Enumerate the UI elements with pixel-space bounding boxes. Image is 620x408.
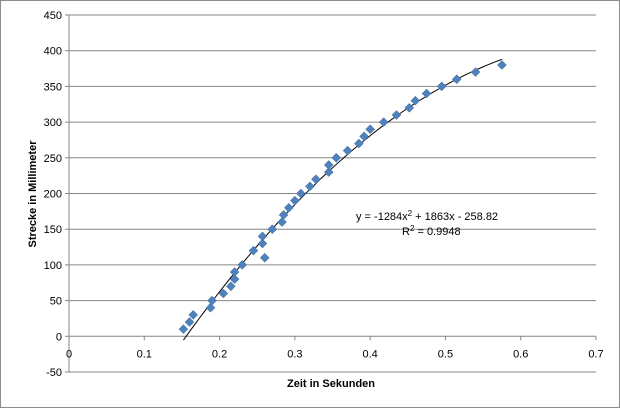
- trendline-equation: y = -1284x2 + 1863x - 258.82: [356, 209, 498, 223]
- gridlines: [69, 14, 596, 373]
- data-point: [323, 160, 334, 170]
- data-point: [305, 181, 315, 192]
- data-point: [278, 210, 289, 220]
- equation-prefix: y = -1284x: [356, 211, 408, 223]
- x-tick-label: 0.6: [513, 348, 528, 360]
- data-point: [359, 131, 369, 142]
- data-point: [391, 110, 402, 120]
- data-point: [237, 260, 248, 270]
- data-point: [404, 102, 415, 113]
- y-tick-label: 450: [44, 10, 62, 22]
- data-point: [267, 224, 278, 235]
- x-tick-label: 0.3: [287, 348, 302, 360]
- x-axis-title: Zeit in Sekunden: [287, 378, 375, 390]
- y-tick-label: 150: [44, 224, 62, 236]
- y-tick-label: 50: [50, 296, 62, 308]
- data-point: [470, 67, 481, 77]
- x-tick-label: 0.2: [212, 348, 227, 360]
- equation-exponent: 2: [408, 209, 413, 218]
- data-point: [259, 252, 270, 263]
- data-point: [205, 302, 216, 313]
- data-point: [311, 174, 321, 185]
- tick-labels: 450 400 350 300 250 200 150 100 50 0 -50 0 0.1 0.2 0.3…: [44, 10, 604, 379]
- data-point: [277, 217, 287, 227]
- data-point: [378, 117, 389, 127]
- x-tick-label: 0.7: [588, 348, 603, 360]
- data-point: [229, 267, 240, 277]
- data-point: [248, 245, 259, 256]
- r2-prefix: R: [402, 226, 410, 238]
- equation-rest: + 1863x - 258.82: [412, 211, 498, 223]
- y-tick-label: 0: [56, 331, 62, 343]
- data-point: [296, 188, 306, 199]
- data-point: [226, 281, 236, 292]
- data-point: [184, 317, 195, 327]
- data-point: [451, 74, 462, 85]
- x-tick-label: 0.5: [438, 348, 453, 360]
- data-point: [323, 167, 334, 177]
- data-point: [257, 238, 268, 249]
- data-point: [342, 145, 353, 156]
- r2-rest: = 0.9948: [414, 226, 460, 238]
- data-point: [421, 88, 432, 99]
- data-point: [497, 60, 507, 70]
- trendline: [183, 58, 503, 341]
- y-tick-label: 400: [44, 46, 62, 58]
- data-point: [436, 81, 447, 92]
- data-point: [207, 295, 217, 306]
- r2-exponent: 2: [410, 224, 415, 233]
- y-tick-label: 200: [44, 189, 62, 201]
- data-point: [188, 310, 199, 320]
- data-points: [178, 60, 507, 335]
- axes: [65, 14, 597, 373]
- y-axis-title: Strecke in Millimeter: [27, 140, 39, 248]
- data-point: [218, 288, 229, 299]
- data-point: [331, 152, 342, 163]
- y-tick-label: 350: [44, 81, 62, 93]
- data-point: [365, 124, 375, 135]
- data-point: [283, 202, 294, 213]
- data-point: [290, 195, 300, 206]
- y-tick-label: 100: [44, 260, 62, 272]
- data-point: [353, 138, 364, 149]
- r-squared-label: R2 = 0.9948: [402, 224, 461, 238]
- y-tick-label: 300: [44, 117, 62, 129]
- x-tick-label: 0.1: [137, 348, 152, 360]
- y-tick-label: 250: [44, 153, 62, 165]
- x-tick-label: 0.4: [362, 348, 377, 360]
- trendline-group: [183, 58, 503, 341]
- y-tick-label: -50: [46, 367, 62, 379]
- data-point: [229, 274, 240, 285]
- data-point: [178, 324, 189, 335]
- data-point: [257, 231, 268, 242]
- x-tick-label: 0: [66, 348, 72, 360]
- data-point: [410, 95, 421, 106]
